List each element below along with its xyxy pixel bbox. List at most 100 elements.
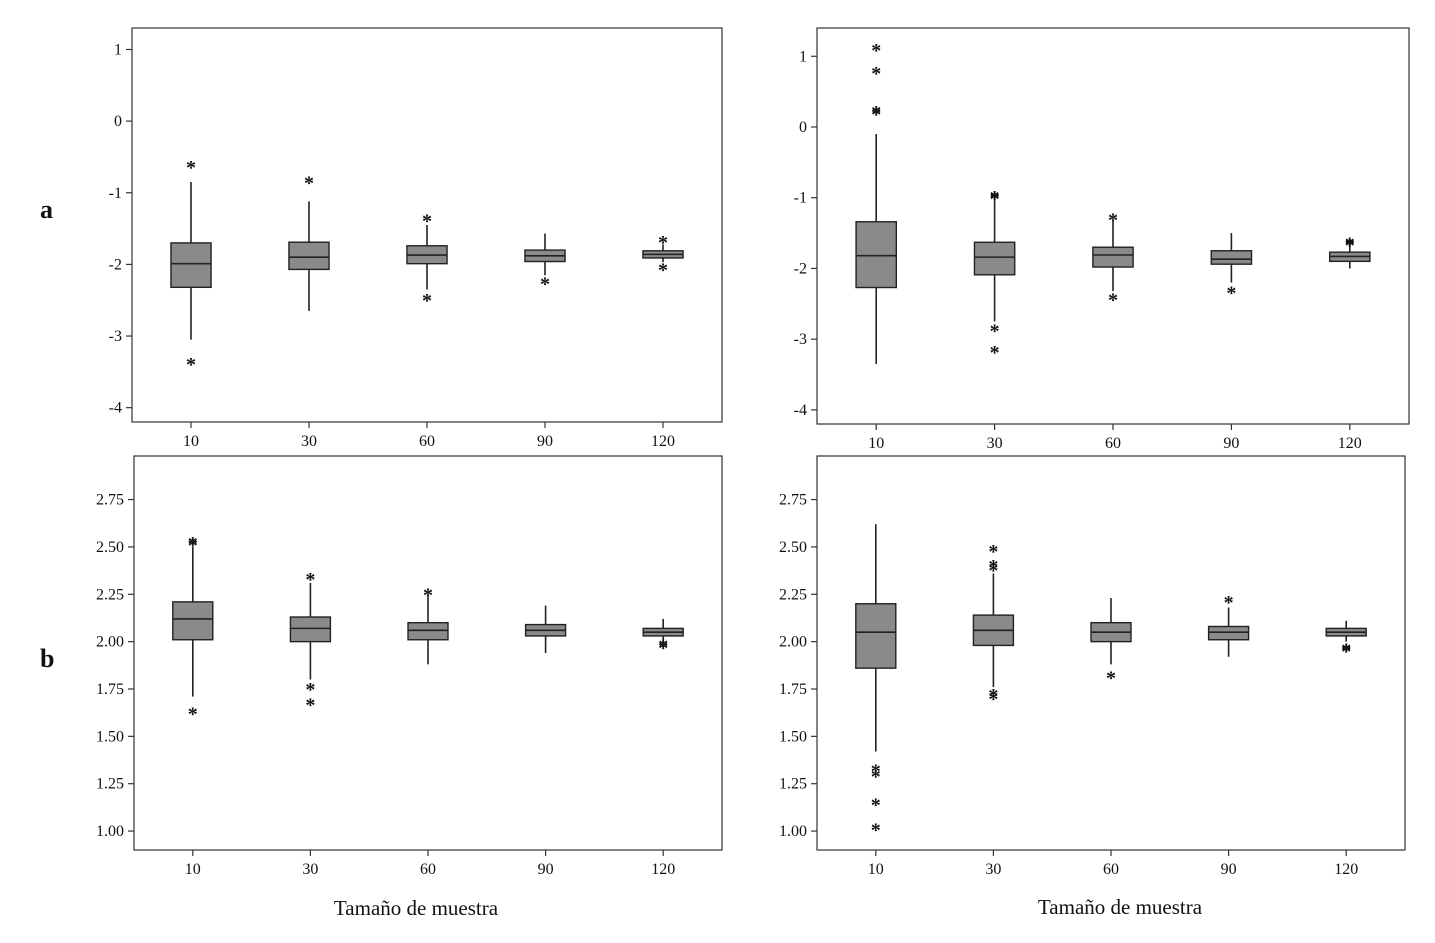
y-tick-label: 0 [114,113,122,130]
outlier-marker: * [658,637,668,659]
box-group-10: **** [855,40,898,364]
x-tick-label: 10 [868,861,884,878]
box-group-90: * [524,233,566,296]
box-group-30: **** [973,187,1016,364]
y-tick-label: -3 [109,328,122,345]
boxplot-panel-a-right: 10-1-2-3-410 30 60 90 120********** *** [794,27,1410,452]
outlier-marker: * [1345,234,1355,256]
row-label-a: a [40,195,53,224]
box-group-30: * [288,173,330,311]
x-tick-label: 60 [1105,435,1121,452]
box-group-10: ** [170,157,212,376]
x-tick-label: 90 [538,861,554,878]
iqr-box [1092,246,1134,268]
boxplot-panel-b-left: 2.75 2.50 2.25 2.00 1.75 1.50 1.25 1.00 10 30 60 90… [96,455,723,920]
outlier-marker: * [871,766,881,788]
y-tick-label: 2.50 [96,539,124,556]
x-tick-label: 120 [651,861,675,878]
box-group-10: **** [855,524,897,841]
box-group-120: ** [642,232,684,281]
outlier-marker: * [1108,210,1118,232]
x-tick-label: 30 [301,433,317,450]
box-group-90: * [1207,592,1250,657]
outlier-marker: * [990,342,1000,364]
outlier-marker: * [1345,235,1355,257]
outlier-marker: * [658,232,668,254]
x-axis-label: Tamaño de muestra [1038,895,1203,919]
outlier-marker: * [871,104,881,126]
box-group-120: ** [1325,620,1367,663]
outlier-marker: * [186,354,196,376]
y-tick-label: 2.75 [779,492,807,509]
box-group-120: ** [642,618,684,659]
outlier-marker: * [305,679,315,701]
x-tick-label: 10 [185,861,201,878]
x-tick-label: 10 [183,433,199,450]
box-group-90: * [1210,233,1253,304]
y-tick-label: 2.00 [779,634,807,651]
y-tick-label: 1.25 [779,776,807,793]
outlier-marker: * [304,173,314,195]
y-tick-label: 1.50 [779,728,807,745]
outlier-marker: * [871,761,881,783]
outlier-marker: * [988,541,998,563]
iqr-box [170,242,212,289]
x-axis-label: Tamaño de muestra [334,896,499,920]
outlier-marker: * [423,584,433,606]
x-tick-label: 30 [302,861,318,878]
outlier-marker: * [871,819,881,841]
box-group-30: *** [289,569,332,716]
outlier-marker: * [871,102,881,124]
y-tick-label: 1 [114,41,122,58]
iqr-box [1210,250,1253,265]
outlier-marker: * [1108,289,1118,311]
iqr-box [288,241,330,271]
y-tick-label: -3 [794,331,807,348]
outlier-marker: * [871,795,881,817]
outlier-marker: * [990,321,1000,343]
x-tick-label: 120 [1334,861,1358,878]
box-group-30: ***** [972,541,1015,711]
iqr-box [973,241,1016,276]
x-tick-label: 10 [868,435,884,452]
x-tick-label: 30 [985,861,1001,878]
y-tick-label: -4 [109,400,122,417]
y-tick-label: 1.50 [96,728,124,745]
iqr-box [855,221,898,289]
y-tick-label: -1 [109,185,122,202]
outlier-marker: * [658,259,668,281]
iqr-box [407,621,449,641]
box-group-60: ** [1092,210,1134,311]
outlier-marker: * [540,274,550,296]
y-tick-label: 1.75 [779,681,807,698]
y-tick-label: 1.00 [96,823,124,840]
outlier-marker: * [188,704,198,726]
outlier-marker: * [658,636,668,658]
y-tick-label: 0 [799,119,807,136]
outlier-marker: * [988,560,998,582]
iqr-box [1207,625,1250,641]
box-group-120: ** [1328,234,1371,269]
x-tick-label: 120 [1338,435,1362,452]
x-tick-label: 90 [537,433,553,450]
outlier-marker: * [186,157,196,179]
y-tick-label: 2.50 [779,539,807,556]
y-tick-label: 2.00 [96,634,124,651]
y-tick-label: 1 [799,48,807,65]
x-tick-label: 60 [419,433,435,450]
x-tick-label: 60 [1103,861,1119,878]
box-group-60: * [407,584,449,665]
y-tick-label: -2 [794,260,807,277]
x-tick-label: 90 [1221,861,1237,878]
outlier-marker: * [871,63,881,85]
iqr-box [172,601,214,641]
box-group-60: * [1090,598,1132,690]
y-tick-label: 2.75 [96,492,124,509]
outlier-marker: * [990,188,1000,210]
outlier-marker: * [422,290,432,312]
y-tick-label: 1.00 [779,823,807,840]
outlier-marker: * [305,694,315,716]
box-group-90 [524,605,567,653]
y-tick-label: 1.25 [96,776,124,793]
